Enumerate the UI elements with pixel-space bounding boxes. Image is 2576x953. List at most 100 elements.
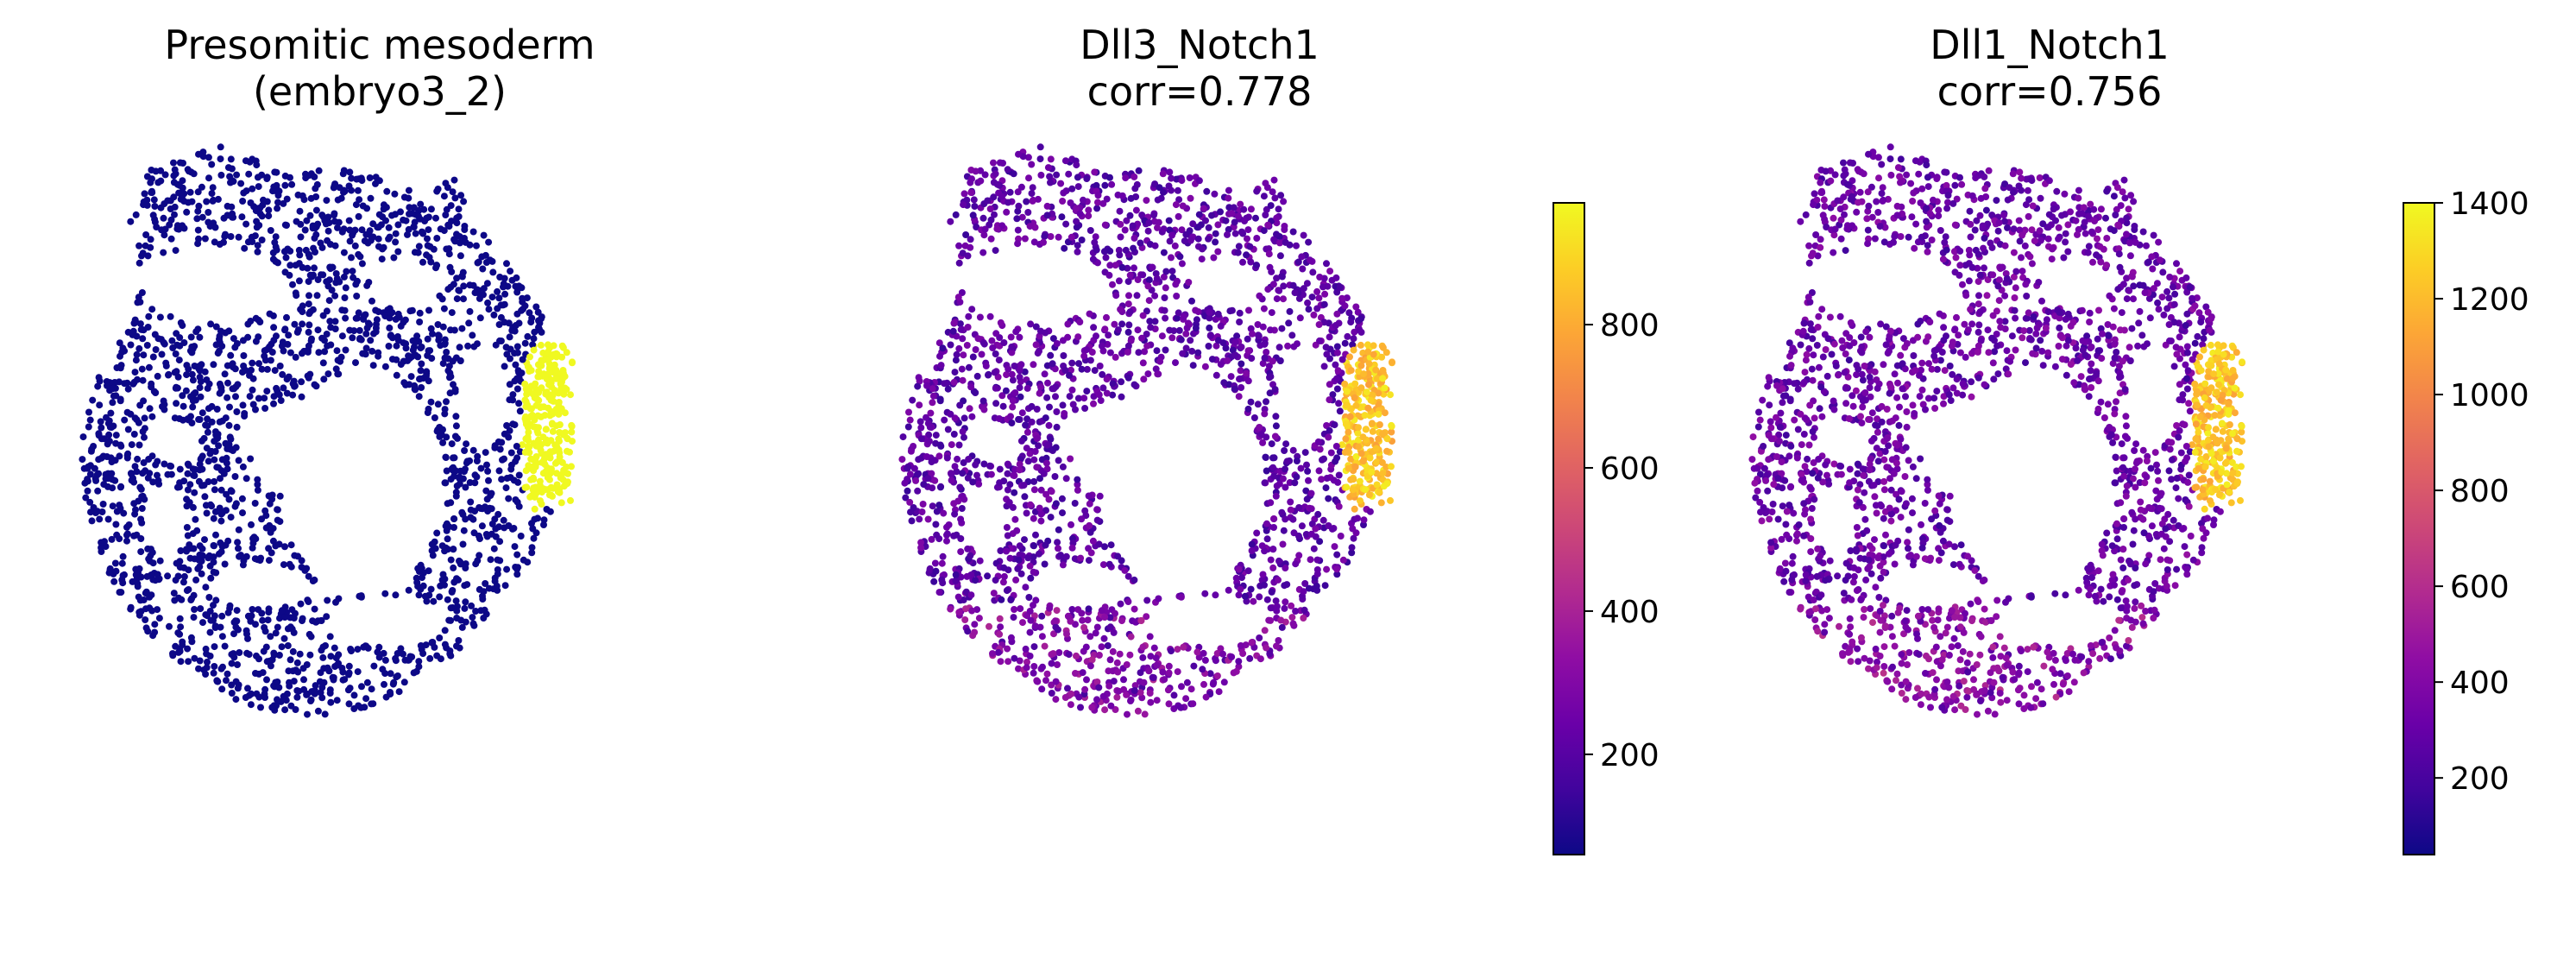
cell-point — [352, 281, 360, 288]
cell-point — [967, 243, 974, 251]
cell-point — [154, 471, 161, 479]
cell-point — [1159, 668, 1167, 676]
cell-point — [968, 607, 976, 615]
cell-point — [513, 274, 520, 281]
cell-point — [1008, 370, 1016, 378]
cell-point — [484, 467, 492, 475]
cell-point — [1121, 226, 1129, 234]
cell-point — [473, 473, 481, 481]
cell-point — [1275, 637, 1282, 644]
cell-point — [1248, 639, 1256, 647]
cell-point — [324, 282, 332, 290]
cell-point — [248, 233, 255, 241]
cell-point — [2018, 254, 2025, 262]
cell-point — [1032, 341, 1040, 349]
cell-point — [229, 360, 236, 368]
cell-point — [1200, 649, 1207, 657]
cell-point — [908, 517, 916, 525]
cell-point — [1103, 195, 1111, 203]
cell-point — [305, 342, 312, 350]
cell-point — [1282, 598, 1289, 606]
cell-point — [920, 481, 928, 489]
cell-point — [320, 678, 328, 686]
cell-point — [494, 510, 502, 518]
cell-point — [369, 700, 377, 708]
cell-point — [350, 327, 358, 335]
cell-point — [265, 605, 273, 613]
cell-point — [172, 577, 180, 584]
cell-point — [1074, 486, 1081, 494]
cell-point — [195, 150, 202, 158]
cell-point — [941, 380, 948, 388]
cell-point — [523, 294, 531, 302]
cell-point — [1233, 332, 1241, 340]
cell-point — [519, 356, 526, 363]
cell-point — [1062, 220, 1070, 228]
cell-point — [1173, 175, 1181, 183]
cell-point — [488, 489, 495, 497]
cell-point — [1273, 219, 1281, 227]
cell-point — [432, 262, 440, 269]
cell-point — [1140, 376, 1148, 383]
cell-point — [481, 606, 488, 614]
cell-point — [2109, 360, 2117, 368]
cell-point — [904, 423, 912, 431]
cell-point — [968, 306, 976, 313]
cell-point — [466, 307, 474, 315]
cell-point — [960, 495, 968, 503]
cell-point — [1168, 254, 1175, 262]
cell-point — [1357, 315, 1364, 323]
cell-point — [130, 378, 138, 386]
cell-point — [444, 184, 451, 192]
cell-point — [301, 566, 309, 574]
cell-point — [1123, 691, 1131, 698]
cell-point — [464, 342, 472, 350]
cell-point — [1047, 351, 1055, 359]
cell-point — [305, 292, 312, 300]
cell-point — [267, 528, 274, 536]
cell-point — [440, 227, 448, 235]
cell-point — [1278, 325, 1286, 332]
cell-point — [340, 225, 348, 233]
cell-point — [210, 669, 217, 677]
cell-point — [990, 159, 997, 167]
cell-point — [480, 285, 488, 293]
cell-point — [361, 237, 368, 245]
cell-point — [202, 645, 210, 653]
cell-point — [79, 433, 87, 441]
cell-point — [1343, 483, 1351, 491]
cell-point — [208, 418, 216, 426]
cell-point — [1021, 536, 1028, 544]
cell-point — [1149, 673, 1156, 681]
cell-point — [1008, 420, 1016, 426]
cell-point — [974, 335, 982, 343]
cell-point — [324, 596, 331, 604]
cell-point — [214, 678, 222, 685]
cell-point — [425, 306, 432, 314]
cell-point — [211, 448, 219, 455]
cell-point — [1026, 608, 1034, 615]
cell-point — [394, 248, 402, 256]
cell-point — [1106, 614, 1114, 622]
cell-point — [315, 349, 323, 357]
cell-point — [378, 256, 386, 263]
cell-point — [915, 456, 923, 464]
cell-point — [344, 686, 352, 694]
cell-point — [1209, 680, 1217, 688]
cell-point — [1188, 347, 1196, 355]
cell-point — [176, 479, 184, 487]
cell-point — [232, 393, 239, 401]
cell-point — [460, 295, 467, 303]
cell-point — [432, 214, 439, 222]
cell-point — [526, 309, 533, 317]
cell-point — [1074, 606, 1082, 614]
cell-point — [269, 256, 277, 263]
cell-point — [137, 325, 145, 333]
cell-point — [199, 619, 206, 627]
cell-point — [381, 363, 389, 370]
cell-point — [1270, 515, 1277, 522]
cell-point — [287, 614, 294, 622]
cell-point — [94, 487, 102, 495]
cell-point — [227, 435, 235, 443]
cell-point — [1183, 325, 1191, 331]
